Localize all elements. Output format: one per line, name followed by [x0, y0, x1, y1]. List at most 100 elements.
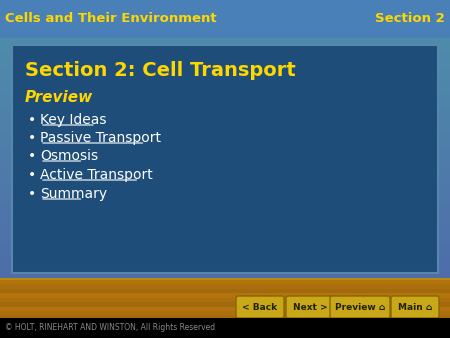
FancyBboxPatch shape	[286, 296, 334, 318]
FancyBboxPatch shape	[0, 153, 450, 158]
Text: •: •	[28, 187, 36, 201]
FancyBboxPatch shape	[0, 289, 450, 293]
FancyBboxPatch shape	[0, 0, 450, 48]
FancyBboxPatch shape	[0, 273, 450, 278]
FancyBboxPatch shape	[0, 284, 450, 289]
FancyBboxPatch shape	[0, 318, 450, 338]
FancyBboxPatch shape	[0, 311, 450, 315]
FancyBboxPatch shape	[0, 303, 450, 308]
FancyBboxPatch shape	[0, 278, 450, 320]
FancyBboxPatch shape	[0, 233, 450, 238]
FancyBboxPatch shape	[0, 158, 450, 163]
FancyBboxPatch shape	[0, 168, 450, 173]
FancyBboxPatch shape	[0, 73, 450, 78]
FancyBboxPatch shape	[0, 297, 450, 302]
FancyBboxPatch shape	[0, 183, 450, 188]
FancyBboxPatch shape	[12, 45, 438, 273]
FancyBboxPatch shape	[0, 173, 450, 178]
FancyBboxPatch shape	[0, 58, 450, 63]
Text: Active Transport: Active Transport	[40, 168, 153, 182]
FancyBboxPatch shape	[0, 238, 450, 243]
FancyBboxPatch shape	[0, 138, 450, 143]
Text: Section 2: Cell Transport: Section 2: Cell Transport	[25, 61, 296, 79]
FancyBboxPatch shape	[0, 0, 450, 38]
FancyBboxPatch shape	[0, 123, 450, 128]
FancyBboxPatch shape	[0, 243, 450, 248]
FancyBboxPatch shape	[0, 178, 450, 183]
FancyBboxPatch shape	[0, 143, 450, 148]
FancyBboxPatch shape	[0, 308, 450, 313]
FancyBboxPatch shape	[0, 43, 450, 48]
Text: •: •	[28, 168, 36, 182]
FancyBboxPatch shape	[0, 208, 450, 213]
FancyBboxPatch shape	[0, 323, 450, 328]
FancyBboxPatch shape	[0, 333, 450, 338]
FancyBboxPatch shape	[0, 33, 450, 283]
Text: Passive Transport: Passive Transport	[40, 131, 161, 145]
FancyBboxPatch shape	[0, 108, 450, 113]
FancyBboxPatch shape	[0, 263, 450, 268]
FancyBboxPatch shape	[0, 48, 450, 53]
FancyBboxPatch shape	[0, 88, 450, 93]
Text: •: •	[28, 149, 36, 163]
FancyBboxPatch shape	[0, 258, 450, 263]
FancyBboxPatch shape	[0, 253, 450, 258]
Text: Key Ideas: Key Ideas	[40, 113, 107, 127]
FancyBboxPatch shape	[0, 118, 450, 123]
FancyBboxPatch shape	[0, 302, 450, 307]
FancyBboxPatch shape	[0, 280, 450, 284]
FancyBboxPatch shape	[0, 288, 450, 293]
Text: Osmosis: Osmosis	[40, 149, 98, 163]
FancyBboxPatch shape	[0, 33, 450, 38]
Text: Preview: Preview	[25, 91, 93, 105]
FancyBboxPatch shape	[0, 278, 450, 338]
FancyBboxPatch shape	[0, 223, 450, 228]
FancyBboxPatch shape	[0, 203, 450, 208]
FancyBboxPatch shape	[0, 218, 450, 223]
FancyBboxPatch shape	[0, 213, 450, 218]
FancyBboxPatch shape	[0, 307, 450, 311]
FancyBboxPatch shape	[0, 63, 450, 68]
FancyBboxPatch shape	[0, 38, 450, 43]
FancyBboxPatch shape	[0, 328, 450, 333]
FancyBboxPatch shape	[0, 228, 450, 233]
FancyBboxPatch shape	[0, 68, 450, 73]
Text: •: •	[28, 131, 36, 145]
FancyBboxPatch shape	[0, 133, 450, 138]
FancyBboxPatch shape	[0, 313, 450, 318]
FancyBboxPatch shape	[0, 163, 450, 168]
FancyBboxPatch shape	[0, 268, 450, 273]
Text: © HOLT, RINEHART AND WINSTON, All Rights Reserved: © HOLT, RINEHART AND WINSTON, All Rights…	[5, 323, 215, 333]
FancyBboxPatch shape	[0, 198, 450, 203]
FancyBboxPatch shape	[236, 296, 284, 318]
FancyBboxPatch shape	[330, 296, 390, 318]
FancyBboxPatch shape	[0, 78, 450, 83]
Text: •: •	[28, 113, 36, 127]
FancyBboxPatch shape	[0, 298, 450, 303]
Text: Section 2: Section 2	[375, 11, 445, 24]
FancyBboxPatch shape	[0, 98, 450, 103]
FancyBboxPatch shape	[0, 103, 450, 108]
FancyBboxPatch shape	[0, 293, 450, 297]
Text: Preview ⌂: Preview ⌂	[335, 303, 385, 312]
Text: Main ⌂: Main ⌂	[398, 303, 432, 312]
FancyBboxPatch shape	[0, 188, 450, 193]
FancyBboxPatch shape	[0, 248, 450, 253]
FancyBboxPatch shape	[0, 193, 450, 198]
FancyBboxPatch shape	[391, 296, 439, 318]
FancyBboxPatch shape	[0, 283, 450, 288]
Text: Summary: Summary	[40, 187, 107, 201]
FancyBboxPatch shape	[0, 83, 450, 88]
FancyBboxPatch shape	[0, 53, 450, 58]
Text: Next >: Next >	[292, 303, 327, 312]
FancyBboxPatch shape	[0, 278, 450, 283]
FancyBboxPatch shape	[0, 113, 450, 118]
FancyBboxPatch shape	[0, 315, 450, 320]
Text: < Back: < Back	[243, 303, 278, 312]
FancyBboxPatch shape	[0, 293, 450, 298]
FancyBboxPatch shape	[0, 278, 450, 283]
FancyBboxPatch shape	[0, 128, 450, 133]
FancyBboxPatch shape	[0, 148, 450, 153]
FancyBboxPatch shape	[0, 318, 450, 323]
Text: Cells and Their Environment: Cells and Their Environment	[5, 11, 216, 24]
